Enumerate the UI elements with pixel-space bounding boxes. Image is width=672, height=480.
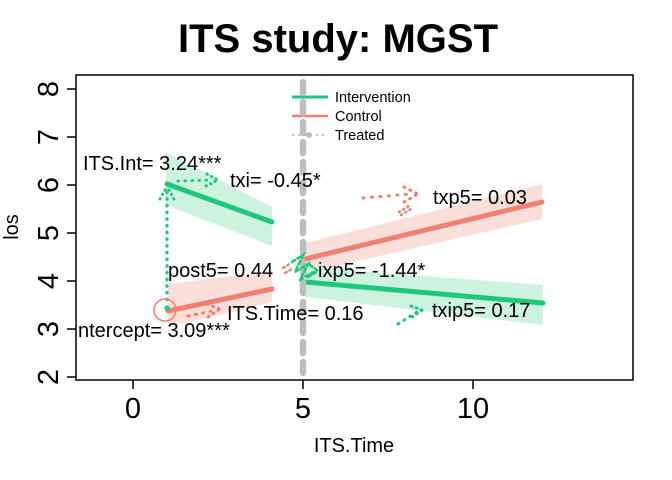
y-tick-label-6: 6 <box>33 177 65 193</box>
y-axis: 8 7 6 5 4 3 2 los <box>1 81 76 385</box>
annotation-post5: post5= 0.44 <box>168 260 273 282</box>
legend-point-treated-icon <box>306 132 312 138</box>
its-time-arrowhead-top <box>205 302 222 311</box>
txp5-dotted-arrow <box>361 192 412 200</box>
y-tick-label-7: 7 <box>33 129 65 145</box>
ixp5-arrowhead-top <box>308 263 320 273</box>
ixp5-red-dash-bottom <box>283 267 294 275</box>
plot-border <box>75 74 634 381</box>
line-control-pre <box>165 286 275 314</box>
line-intervention-post <box>302 279 546 306</box>
annotation-txi: txi= -0.45* <box>230 170 321 192</box>
x-tick-label-0: 0 <box>125 393 141 425</box>
txp5-chevron-top <box>397 204 411 214</box>
ci-band-intervention-post <box>305 267 543 325</box>
x-axis: 0 5 10 ITS.Time <box>125 380 489 457</box>
y-axis-title: los <box>1 214 23 240</box>
y-tick-label-5: 5 <box>33 225 65 241</box>
txp5-arrowhead-bottom <box>402 192 420 204</box>
line-intervention-pre <box>164 181 275 225</box>
intercept-circle-marker <box>153 298 177 322</box>
annotation-ixp5: ixp5= -1.44* <box>318 260 426 282</box>
ci-band-intervention-pre <box>166 152 272 246</box>
annotation-its-time: ITS.Time= 0.16 <box>227 303 364 325</box>
y-tick-label-8: 8 <box>33 81 65 97</box>
annotation-txip5: txip5= 0.17 <box>432 300 530 322</box>
x-tick-label-5: 5 <box>295 393 311 425</box>
coefficient-annotations: ITS.Int= 3.24*** txi= -0.45* txp5= 0.03 … <box>78 153 530 342</box>
txip5-arrowhead-top <box>409 304 424 312</box>
txp5-chevron-bottom <box>399 207 413 217</box>
txi-dotted-arrow <box>176 178 214 183</box>
legend-label-treated: Treated <box>335 128 384 144</box>
ixp5-zigzag-arrow <box>290 251 315 284</box>
ixp5-red-dash-top <box>281 261 293 270</box>
txi-arrowhead-bottom <box>204 178 220 188</box>
ixp5-arrowhead-bottom <box>306 269 320 279</box>
legend: Intervention Control Treated <box>292 90 411 144</box>
y-tick-label-3: 3 <box>33 321 65 337</box>
txip5-arrowhead-bottom <box>410 308 424 319</box>
y-tick-label-4: 4 <box>33 273 65 289</box>
its-int-arrowhead-left <box>158 186 168 201</box>
txp5-arrowhead-top <box>402 185 420 196</box>
x-axis-title: ITS.Time <box>314 435 394 457</box>
annotation-intercept: ntercept= 3.09*** <box>78 320 230 342</box>
plot-title: ITS study: MGST <box>178 17 498 61</box>
line-control-post <box>302 199 545 262</box>
intercept-green-dot <box>164 305 170 311</box>
txi-arrowhead-top <box>205 172 220 182</box>
annotation-txp5: txp5= 0.03 <box>433 187 527 209</box>
legend-label-intervention: Intervention <box>335 90 411 106</box>
annotation-its-int: ITS.Int= 3.24*** <box>83 153 222 175</box>
legend-label-control: Control <box>335 109 382 125</box>
txip5-dotted-arrow <box>396 310 419 326</box>
its-int-arrowhead-right <box>166 186 176 201</box>
its-time-arrowhead-bottom <box>206 307 222 319</box>
y-tick-label-2: 2 <box>33 369 65 385</box>
x-tick-label-10: 10 <box>457 393 489 425</box>
